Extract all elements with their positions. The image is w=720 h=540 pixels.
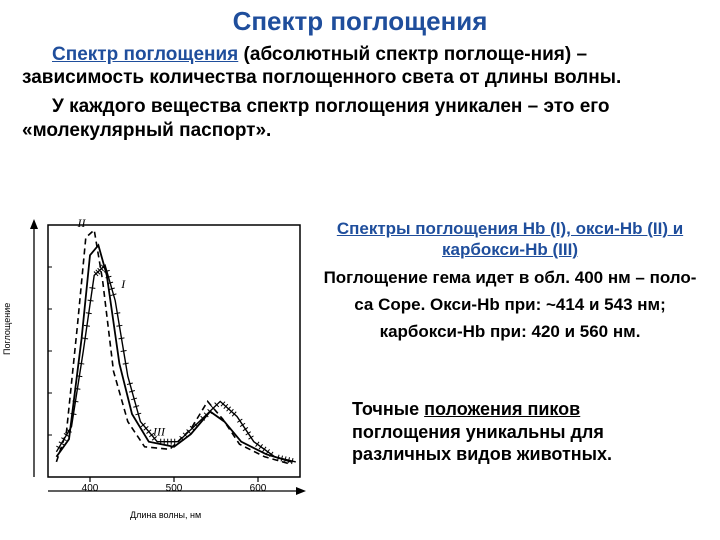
svg-text:400: 400 xyxy=(82,483,99,494)
body-line3: карбокси-Hb при: 420 и 560 нм. xyxy=(310,315,710,342)
paragraph-1: Спектр поглощения (абсолютный спектр пог… xyxy=(0,37,720,89)
paragraph-2: У каждого вещества спектр поглощения уни… xyxy=(0,89,720,141)
svg-text:III: III xyxy=(152,425,166,439)
body-line2: са Соре. Окси-Hb при: ~414 и 543 нм; xyxy=(310,288,710,315)
body-line1: Поглощение гема идет в обл. 400 нм – пол… xyxy=(310,261,710,288)
bottom-line3: различных видов животных. xyxy=(352,443,710,466)
y-axis-label: Поглощение xyxy=(2,303,12,355)
subtitle-line2: карбокси-Hb (III) xyxy=(310,239,710,260)
bottom-line1: Точные положения пиков xyxy=(352,398,710,421)
bottom-line2: поглощения уникальны для xyxy=(352,421,710,444)
right-text-block: Спектры поглощения Hb (I), окси-Hb (II) … xyxy=(310,218,710,342)
bottom-l1b: положения пиков xyxy=(424,399,580,419)
page-title: Спектр поглощения xyxy=(0,0,720,37)
svg-text:500: 500 xyxy=(166,483,183,494)
chart-container: 400500600IIIIII xyxy=(10,215,310,515)
p1-lead: Спектр поглощения xyxy=(52,44,238,65)
svg-text:II: II xyxy=(76,216,86,230)
bottom-text-block: Точные положения пиков поглощения уникал… xyxy=(352,398,710,466)
svg-text:I: I xyxy=(120,277,126,291)
svg-text:600: 600 xyxy=(250,483,267,494)
x-axis-label: Длина волны, нм xyxy=(130,510,201,520)
absorption-chart: 400500600IIIIII xyxy=(10,215,310,515)
bottom-l1a: Точные xyxy=(352,399,424,419)
subtitle-line1: Спектры поглощения Hb (I), окси-Hb (II) … xyxy=(310,218,710,239)
